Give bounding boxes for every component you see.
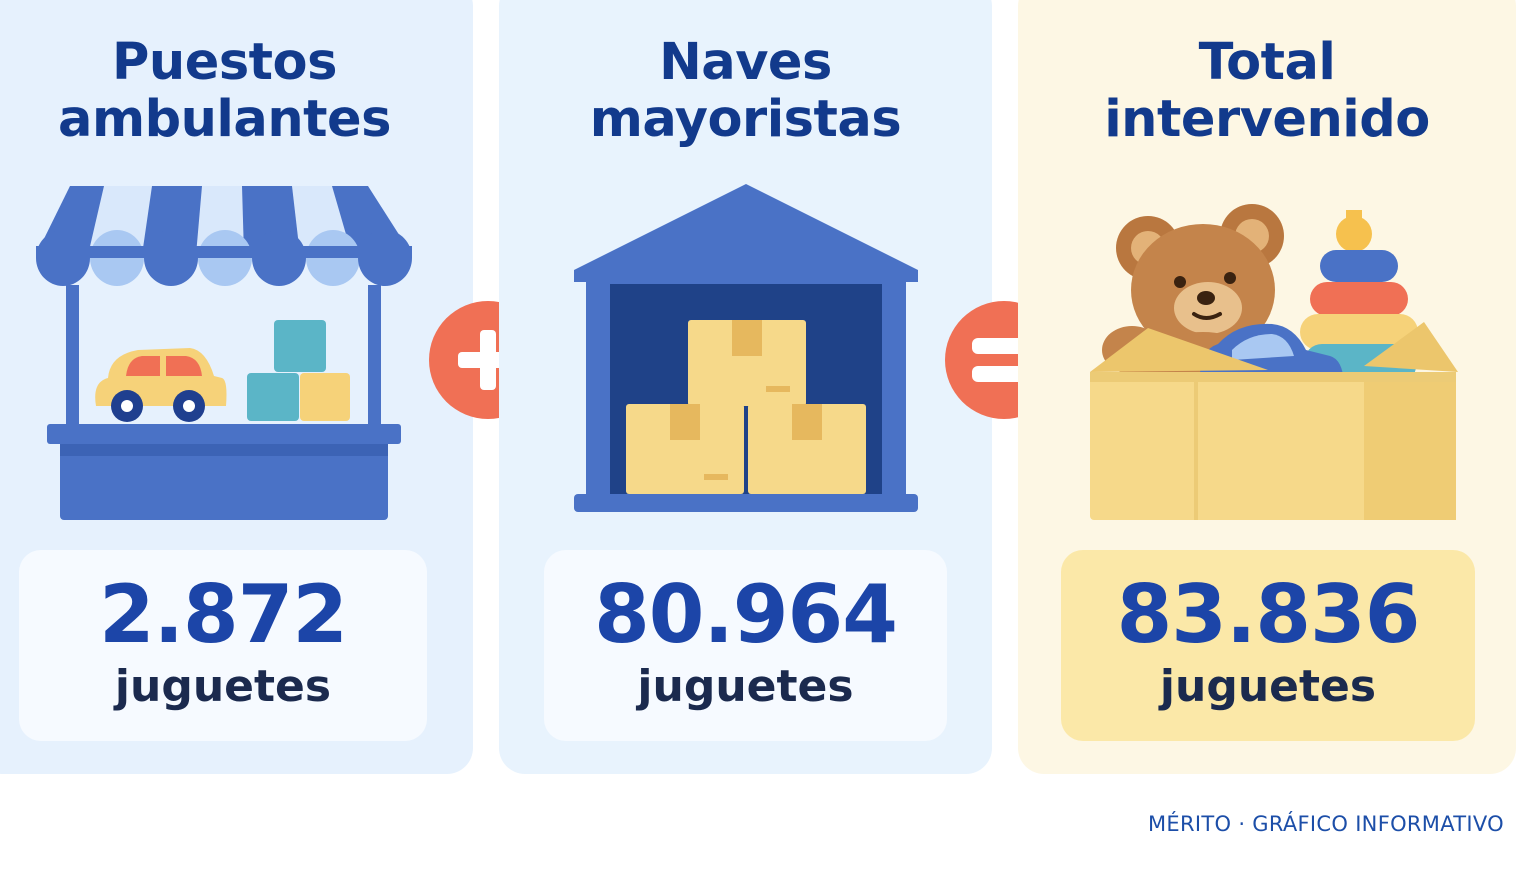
warehouses-unit: juguetes — [637, 661, 854, 712]
warehouses-value-card: 80.964 juguetes — [544, 550, 947, 741]
warehouses-title-line2: mayoristas — [589, 90, 902, 149]
stalls-title-line1: Puestos — [112, 33, 337, 92]
warehouses-value: 80.964 — [594, 568, 898, 661]
warehouses-title: Naves mayoristas — [499, 34, 992, 148]
total-title-line1: Total — [1198, 33, 1336, 92]
stalls-value-card: 2.872 juguetes — [19, 550, 427, 741]
total-title: Total intervenido — [1018, 34, 1516, 148]
total-value-card: 83.836 juguetes — [1061, 550, 1475, 741]
total-unit: juguetes — [1159, 661, 1377, 712]
warehouses-title-line1: Naves — [659, 33, 832, 92]
market-stall-icon — [36, 186, 412, 520]
warehouse-icon — [574, 184, 918, 512]
stalls-title: Puestos ambulantes — [0, 34, 473, 148]
total-value: 83.836 — [1116, 568, 1421, 661]
footer-credit: MÉRITO · GRÁFICO INFORMATIVO — [1148, 812, 1504, 836]
stalls-value: 2.872 — [98, 568, 348, 661]
stalls-title-line2: ambulantes — [58, 90, 391, 149]
stalls-unit: juguetes — [114, 661, 332, 712]
total-title-line2: intervenido — [1104, 90, 1430, 149]
toy-box-icon — [1090, 204, 1458, 520]
